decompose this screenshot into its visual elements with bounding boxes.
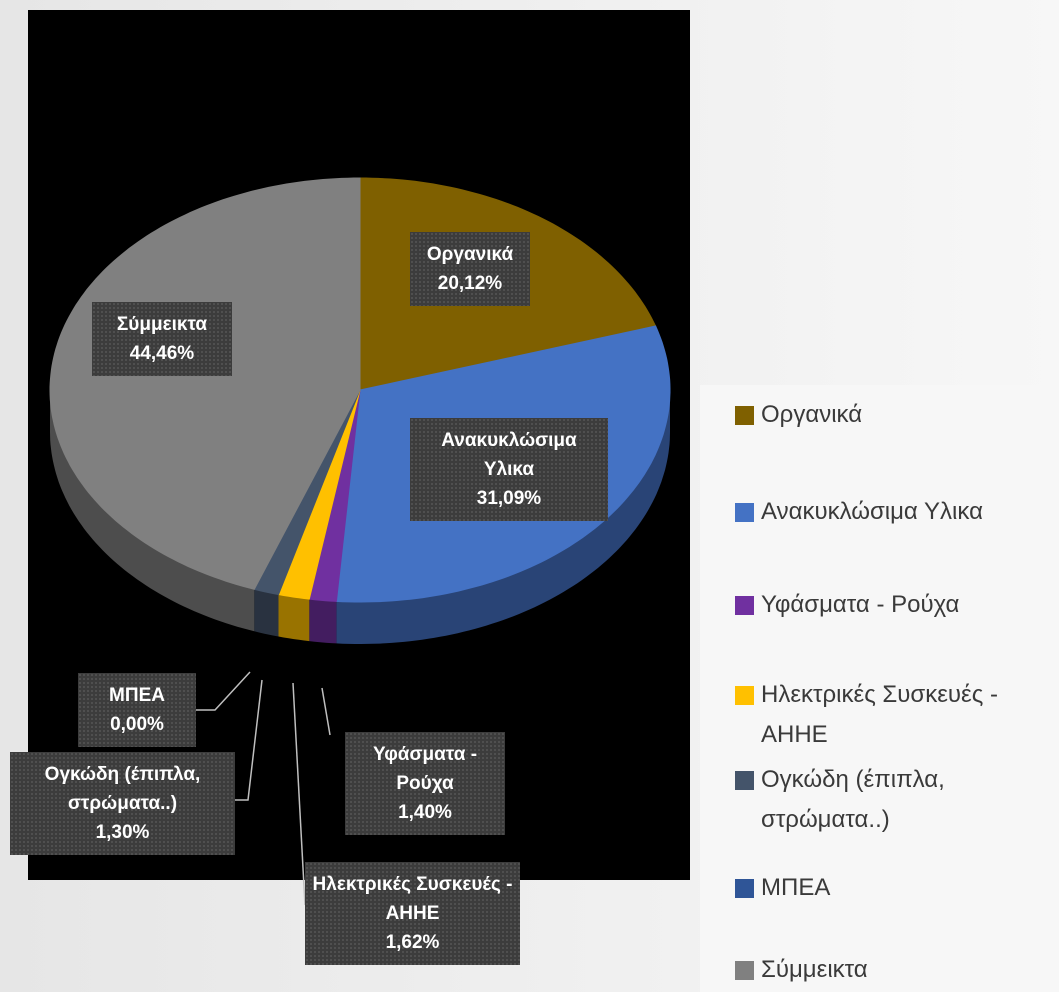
- legend-swatch: [735, 596, 754, 615]
- legend-label: Υφάσματα - Ρούχα: [761, 591, 960, 618]
- data-label-category: Υφάσματα - Ρούχα: [372, 744, 478, 794]
- slice-side: [254, 589, 279, 637]
- legend-item: Ανακυκλώσιμα Υλικα: [735, 492, 1055, 532]
- legend-swatch: [735, 686, 754, 705]
- data-label: Υφάσματα - Ρούχα 1,40%: [345, 732, 505, 835]
- legend-label: ΜΠΕΑ: [761, 874, 831, 901]
- data-label-value: 20,12%: [437, 273, 503, 294]
- legend-swatch: [735, 406, 754, 425]
- legend-item: Σύμμεικτα: [735, 950, 1055, 990]
- slice-side: [278, 594, 310, 642]
- legend-label: Ανακυκλώσιμα Υλικα: [761, 498, 983, 525]
- data-label: ΜΠΕΑ 0,00%: [78, 673, 196, 747]
- legend-label: Οργανικά: [761, 401, 863, 428]
- legend-label: Σύμμεικτα: [761, 956, 868, 983]
- slice-side: [309, 599, 337, 644]
- legend-item: Ογκώδη (έπιπλα, στρώματα..): [735, 760, 1055, 840]
- legend-panel: [700, 385, 1059, 992]
- slice-side: [336, 390, 670, 644]
- leader-line: [235, 679, 263, 801]
- data-label-category: ΜΠΕΑ: [109, 685, 165, 706]
- legend-label: Ογκώδη (έπιπλα, στρώματα..): [761, 766, 945, 833]
- data-label: Ηλεκτρικές Συσκευές - ΑΗΗΕ 1,62%: [305, 862, 520, 965]
- slice-side: [50, 390, 255, 632]
- data-label-category: Ανακυκλώσιμα Υλικα: [441, 430, 577, 480]
- slice: [49, 177, 361, 590]
- legend-swatch: [735, 503, 754, 522]
- legend-item: ΜΠΕΑ: [735, 868, 1055, 908]
- data-label: Ανακυκλώσιμα Υλικα 31,09%: [410, 418, 608, 521]
- data-label: Σύμμεικτα 44,46%: [92, 302, 232, 376]
- data-label-category: Ηλεκτρικές Συσκευές - ΑΗΗΕ: [312, 874, 513, 924]
- data-label-value: 1,62%: [385, 932, 440, 953]
- data-label-value: 1,30%: [95, 822, 150, 843]
- data-label-value: 1,40%: [398, 802, 452, 823]
- legend-swatch: [735, 879, 754, 898]
- data-label-category: Οργανικά: [426, 244, 514, 265]
- data-label-category: Σύμμεικτα: [116, 314, 208, 335]
- legend-item: Υφάσματα - Ρούχα: [735, 585, 1055, 625]
- legend-swatch: [735, 961, 754, 980]
- leader-line: [196, 671, 251, 711]
- legend-item: Οργανικά: [735, 395, 1055, 435]
- data-label-value: 0,00%: [110, 714, 164, 735]
- legend-swatch: [735, 771, 754, 790]
- data-label: Οργανικά 20,12%: [410, 232, 530, 306]
- data-label-value: 44,46%: [129, 343, 195, 364]
- leader-line: [321, 687, 331, 736]
- legend-label: Ηλεκτρικές Συσκευές - ΑΗΗΕ: [761, 681, 998, 748]
- data-label: Ογκώδη (έπιπλα, στρώματα..) 1,30%: [10, 752, 235, 855]
- data-label-category: Ογκώδη (έπιπλα, στρώματα..): [44, 764, 201, 814]
- data-label-value: 31,09%: [476, 488, 542, 509]
- slice: [253, 389, 361, 596]
- leader-line: [292, 682, 306, 906]
- legend-item: Ηλεκτρικές Συσκευές - ΑΗΗΕ: [735, 675, 1055, 755]
